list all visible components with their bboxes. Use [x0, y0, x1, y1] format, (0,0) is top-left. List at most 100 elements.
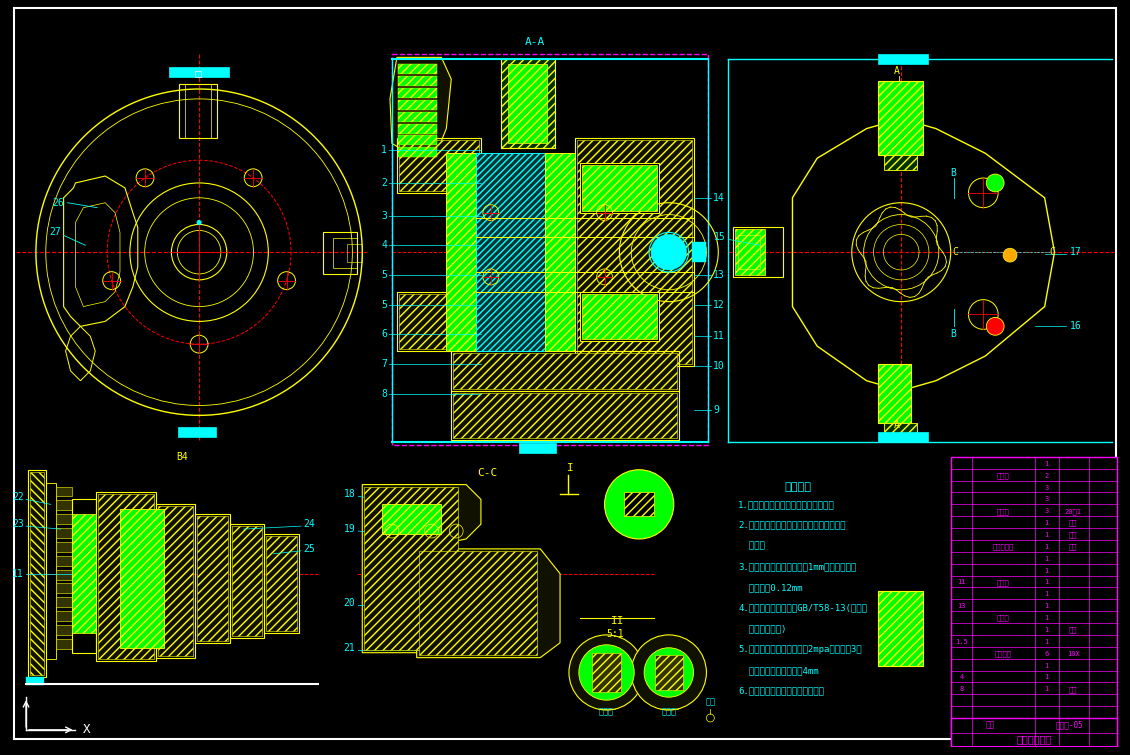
Text: 11: 11	[957, 580, 966, 585]
Text: 8: 8	[959, 686, 964, 692]
Text: 19: 19	[344, 524, 355, 534]
Bar	[399, 294, 479, 349]
Bar	[575, 138, 694, 366]
Bar	[885, 424, 918, 438]
Text: 1: 1	[1044, 544, 1049, 550]
Text: 1: 1	[1044, 639, 1049, 645]
Bar	[55, 556, 71, 565]
Text: 3: 3	[1044, 508, 1049, 514]
Circle shape	[632, 635, 706, 710]
Circle shape	[644, 648, 694, 697]
Polygon shape	[390, 57, 451, 159]
Bar	[26, 677, 44, 686]
Text: 件次带: 件次带	[997, 508, 1009, 515]
Text: B: B	[950, 329, 957, 339]
Text: 4: 4	[381, 240, 386, 250]
Bar	[398, 76, 437, 86]
Bar	[55, 597, 71, 607]
Text: 1: 1	[1044, 615, 1049, 621]
Bar	[55, 486, 71, 497]
Text: 3.在制时盘最大直径走向内1mm，关键面粗糙: 3.在制时盘最大直径走向内1mm，关键面粗糙	[738, 562, 857, 572]
Text: 钳盘式制动器: 钳盘式制动器	[1016, 734, 1051, 744]
Text: 13: 13	[957, 603, 966, 609]
Bar	[625, 492, 654, 516]
Text: 反制动-05: 反制动-05	[1055, 720, 1084, 729]
Text: 2: 2	[1044, 473, 1049, 479]
Bar	[950, 746, 1116, 755]
Text: 制改夹: 制改夹	[997, 473, 1009, 479]
Bar	[451, 351, 679, 390]
Text: 5:1: 5:1	[607, 629, 624, 639]
Bar	[545, 153, 575, 351]
Bar	[399, 140, 479, 191]
Text: A-A: A-A	[525, 36, 546, 47]
Text: 20内1: 20内1	[1064, 508, 1081, 515]
Circle shape	[197, 220, 201, 224]
Text: 初稿: 初稿	[985, 720, 994, 729]
Text: 调整: 调整	[1069, 532, 1078, 538]
Text: 它异物: 它异物	[738, 541, 765, 550]
Bar	[55, 514, 71, 524]
Bar	[507, 64, 547, 143]
Text: B4: B4	[176, 452, 189, 462]
Text: 24: 24	[303, 519, 314, 529]
Text: 双头螺栓: 双头螺栓	[994, 650, 1011, 657]
Bar	[878, 364, 911, 424]
Text: 平锁具: 平锁具	[997, 615, 1009, 621]
Bar	[398, 135, 437, 146]
Text: 3: 3	[1044, 497, 1049, 502]
Text: B: B	[950, 168, 957, 178]
Bar	[582, 165, 657, 211]
Bar	[950, 718, 1116, 755]
Bar	[120, 510, 165, 648]
Bar	[580, 291, 659, 341]
Text: 6.工作方质：先精动力液压制动液: 6.工作方质：先精动力液压制动液	[738, 687, 824, 696]
Bar	[156, 504, 195, 658]
Text: C: C	[953, 247, 958, 257]
Bar	[733, 227, 783, 277]
Bar	[55, 584, 71, 593]
Text: 11: 11	[713, 331, 725, 341]
Text: 5: 5	[381, 300, 386, 310]
Bar	[55, 639, 71, 649]
Bar	[950, 457, 1116, 747]
Bar	[655, 655, 683, 690]
Text: 1: 1	[1044, 520, 1049, 526]
Bar	[418, 551, 537, 655]
Bar	[878, 591, 923, 666]
Text: 液动性能要求): 液动性能要求)	[738, 624, 786, 633]
Text: 5: 5	[381, 270, 386, 280]
Bar	[392, 54, 709, 445]
Text: 1: 1	[381, 145, 386, 156]
Text: I: I	[566, 463, 573, 473]
Text: 1: 1	[1044, 591, 1049, 597]
Bar	[519, 443, 556, 453]
Text: 1.装配过程中不规避各零件各工备表面: 1.装配过程中不规避各零件各工备表面	[738, 500, 835, 509]
Text: 1: 1	[1044, 686, 1049, 692]
Text: X: X	[84, 723, 90, 736]
Bar	[71, 499, 96, 653]
Text: C: C	[1050, 247, 1055, 257]
Bar	[398, 147, 437, 157]
Bar	[55, 542, 71, 552]
Bar	[170, 67, 228, 77]
Text: 3: 3	[381, 211, 386, 220]
Text: 1: 1	[1044, 674, 1049, 680]
Circle shape	[570, 635, 644, 710]
Bar	[878, 81, 923, 156]
Text: 1: 1	[1044, 532, 1049, 538]
Text: 10: 10	[713, 361, 725, 371]
Bar	[398, 124, 437, 134]
Text: 钳盘 式制动器: 钳盘 式制动器	[1016, 747, 1051, 755]
Text: C-C: C-C	[478, 467, 498, 478]
Bar	[453, 393, 677, 438]
Text: 11: 11	[12, 569, 24, 578]
Bar	[398, 112, 437, 122]
Bar	[55, 528, 71, 538]
Text: 1: 1	[1044, 568, 1049, 574]
Circle shape	[579, 645, 634, 700]
Text: 17: 17	[1069, 247, 1081, 257]
Text: 27: 27	[49, 227, 61, 237]
Bar	[232, 526, 262, 636]
Bar	[55, 501, 71, 510]
